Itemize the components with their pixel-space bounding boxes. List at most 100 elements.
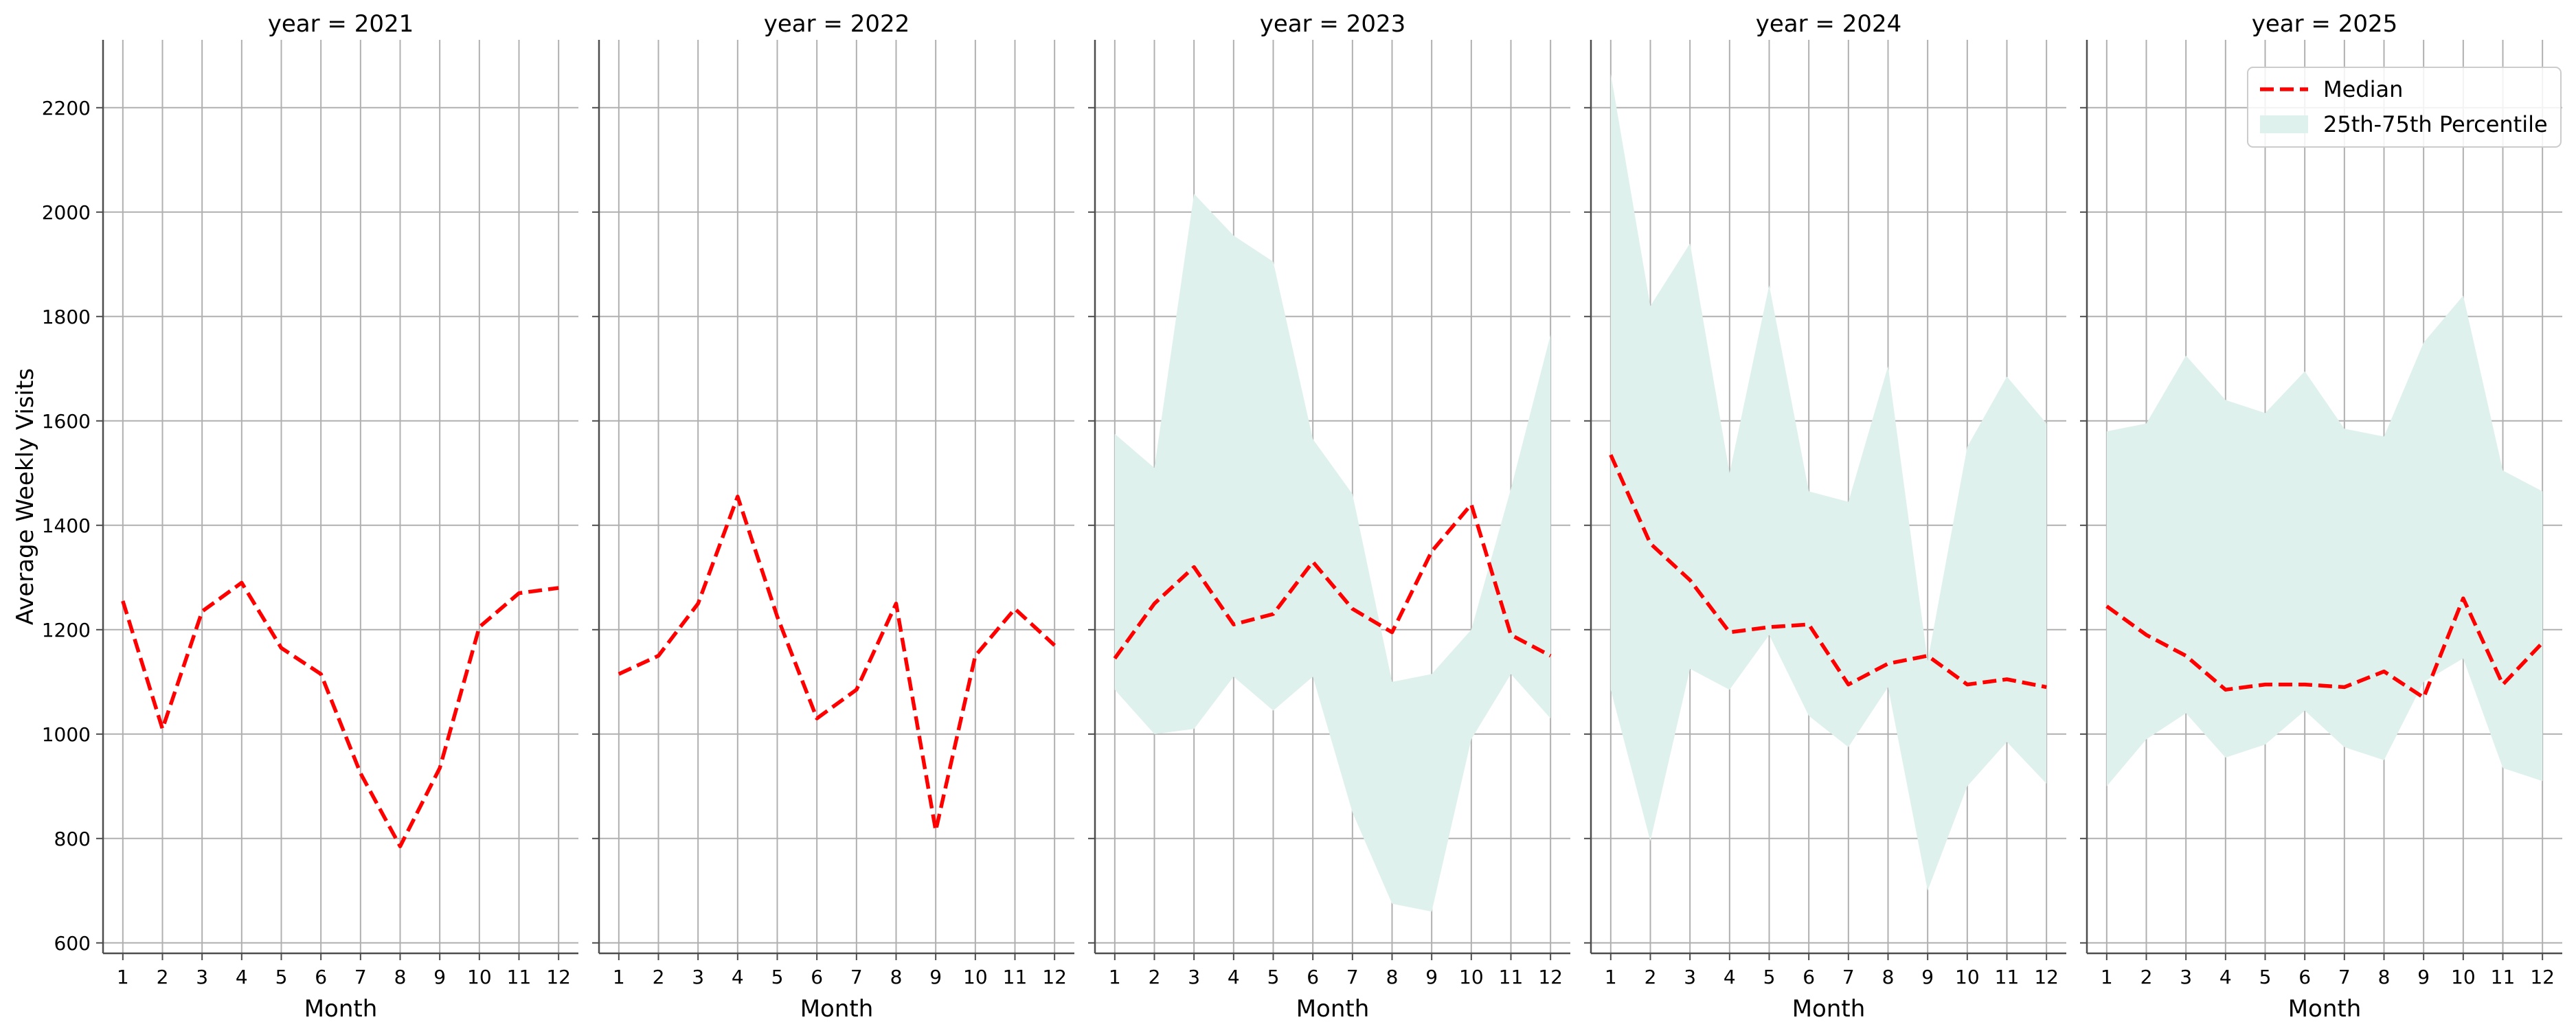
x-tick-label: 12: [2530, 966, 2555, 988]
x-tick-label: 2: [2140, 966, 2153, 988]
facet-panel-3: [1584, 40, 2066, 960]
x-tick-label: 9: [1425, 966, 1438, 988]
x-tick-label: 5: [1763, 966, 1776, 988]
x-tick-label: 12: [1042, 966, 1067, 988]
x-tick-label: 4: [1228, 966, 1240, 988]
x-tick-label: 11: [1995, 966, 2020, 988]
x-tick-label: 5: [275, 966, 288, 988]
x-tick-label: 7: [850, 966, 863, 988]
percentile-band: [1610, 73, 2047, 891]
panel-title: year = 2025: [2252, 10, 2397, 38]
x-tick-label: 4: [2219, 966, 2232, 988]
x-tick-label: 1: [117, 966, 129, 988]
y-tick-label: 1000: [42, 723, 91, 746]
x-tick-label: 6: [2298, 966, 2311, 988]
x-tick-label: 4: [236, 966, 248, 988]
facet-panel-4: [2080, 40, 2562, 960]
facet-panel-2: [1088, 40, 1570, 960]
x-tick-label: 12: [1538, 966, 1563, 988]
x-tick-label: 9: [929, 966, 942, 988]
percentile-band: [1114, 194, 1551, 912]
x-tick-label: 10: [467, 966, 492, 988]
legend: [2247, 67, 2562, 148]
median-line: [618, 495, 1057, 833]
x-tick-label: 7: [1842, 966, 1855, 988]
x-tick-label: 5: [771, 966, 784, 988]
x-tick-label: 10: [963, 966, 988, 988]
x-tick-label: 4: [1724, 966, 1736, 988]
x-axis-label: Month: [1792, 995, 1866, 1023]
x-tick-label: 1: [613, 966, 625, 988]
x-tick-label: 4: [732, 966, 744, 988]
x-tick-label: 2: [157, 966, 169, 988]
x-tick-label: 11: [1003, 966, 1028, 988]
x-tick-label: 9: [2417, 966, 2430, 988]
y-tick-label: 1400: [42, 514, 91, 537]
x-tick-label: 2: [653, 966, 665, 988]
x-tick-label: 7: [354, 966, 367, 988]
y-tick-label: 2000: [42, 201, 91, 224]
x-tick-label: 12: [2034, 966, 2059, 988]
y-tick-label: 600: [54, 932, 91, 955]
x-tick-label: 3: [196, 966, 208, 988]
x-tick-label: 9: [1921, 966, 1934, 988]
x-tick-label: 3: [1684, 966, 1696, 988]
x-axis-label: Month: [304, 995, 378, 1023]
facet-panel-1: [592, 40, 1074, 960]
median-line: [1609, 454, 2047, 690]
x-tick-label: 6: [1803, 966, 1815, 988]
x-tick-label: 3: [692, 966, 704, 988]
x-tick-label: 9: [433, 966, 446, 988]
x-tick-label: 8: [2378, 966, 2391, 988]
median-line: [121, 580, 559, 848]
facet-panel-0: [96, 40, 578, 960]
x-tick-label: 1: [2101, 966, 2113, 988]
x-tick-label: 5: [1267, 966, 1280, 988]
x-tick-label: 1: [1605, 966, 1617, 988]
x-axis-label: Month: [1296, 995, 1370, 1023]
x-tick-label: 8: [890, 966, 903, 988]
x-tick-label: 2: [1645, 966, 1657, 988]
x-tick-label: 11: [1499, 966, 1524, 988]
x-tick-label: 7: [2338, 966, 2351, 988]
x-tick-label: 8: [1882, 966, 1895, 988]
panel-title: year = 2023: [1260, 10, 1405, 38]
x-tick-label: 6: [315, 966, 327, 988]
y-tick-label: 1200: [42, 619, 91, 642]
x-axis-label: Month: [2288, 995, 2362, 1023]
x-tick-label: 6: [1307, 966, 1319, 988]
legend-band-swatch: [2260, 115, 2308, 133]
panel-title: year = 2021: [268, 10, 414, 38]
y-axis-label: Average Weekly Visits: [12, 368, 39, 625]
legend-box: [2247, 67, 2562, 148]
x-tick-label: 10: [2451, 966, 2476, 988]
y-tick-label: 800: [54, 828, 91, 850]
x-tick-label: 8: [1386, 966, 1399, 988]
x-tick-label: 10: [1955, 966, 1980, 988]
x-tick-label: 6: [811, 966, 823, 988]
x-tick-label: 8: [394, 966, 407, 988]
x-axis-label: Month: [800, 995, 874, 1023]
y-tick-label: 2200: [42, 97, 91, 120]
median-line: [1113, 502, 1552, 660]
panel-title: year = 2022: [764, 10, 909, 38]
x-tick-label: 12: [546, 966, 571, 988]
x-tick-label: 5: [2259, 966, 2272, 988]
percentile-band: [2106, 295, 2543, 786]
legend-band-label: 25th-75th Percentile: [2323, 111, 2548, 137]
panel-title: year = 2024: [1756, 10, 1901, 38]
x-tick-label: 10: [1459, 966, 1484, 988]
legend-median-label: Median: [2323, 76, 2403, 102]
x-tick-label: 3: [2180, 966, 2192, 988]
y-tick-label: 1800: [42, 306, 91, 328]
x-tick-label: 11: [507, 966, 532, 988]
x-tick-label: 2: [1149, 966, 1161, 988]
x-tick-label: 7: [1346, 966, 1359, 988]
y-tick-label: 1600: [42, 410, 91, 433]
x-tick-label: 1: [1109, 966, 1121, 988]
median-line: [2105, 596, 2544, 700]
x-tick-label: 11: [2491, 966, 2516, 988]
x-tick-label: 3: [1188, 966, 1200, 988]
